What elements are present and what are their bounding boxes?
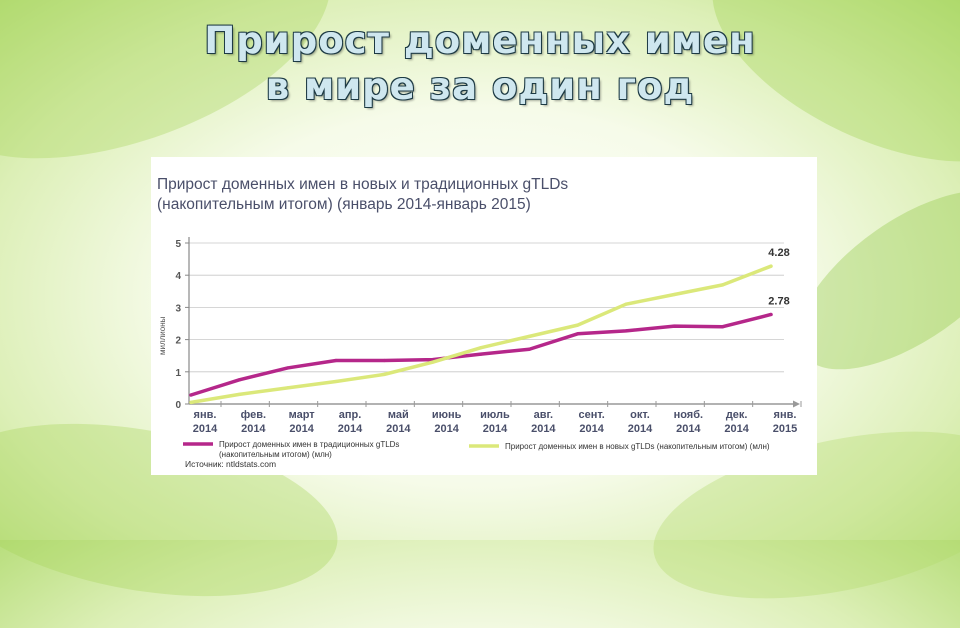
x-tick-label-month: дек. — [726, 409, 748, 421]
y-tick-label: 3 — [175, 303, 181, 314]
data-point — [237, 392, 241, 396]
x-tick-label-year: 2014 — [724, 423, 749, 435]
x-tick-label-month: июль — [480, 409, 510, 421]
x-tick-label-month: июнь — [432, 409, 462, 421]
data-point — [382, 372, 386, 376]
chart-source: Источник: ntldstats.com — [185, 459, 276, 469]
data-point — [479, 352, 483, 356]
data-point — [286, 386, 290, 390]
x-tick-label-month: сент. — [578, 409, 604, 421]
x-tick-label-year: 2014 — [241, 423, 266, 435]
data-point — [527, 347, 531, 351]
x-tick-label-month: янв. — [194, 409, 217, 421]
x-tick-label-year: 2015 — [773, 423, 797, 435]
data-point — [286, 366, 290, 370]
x-tick-label-year: 2014 — [483, 423, 508, 435]
x-tick-label-month: авг. — [534, 409, 553, 421]
legend-label: Прирост доменных имен в новых gTLDs (нак… — [505, 442, 770, 451]
data-point — [672, 324, 676, 328]
data-point — [479, 346, 483, 350]
y-tick-label: 4 — [175, 271, 181, 282]
data-point — [624, 302, 628, 306]
data-point — [334, 358, 338, 363]
x-axis-arrow — [793, 400, 800, 408]
x-tick-label-month: март — [289, 409, 316, 421]
data-point — [237, 378, 241, 382]
y-tick-label: 5 — [175, 239, 181, 250]
x-tick-label-year: 2014 — [676, 423, 701, 435]
data-point — [382, 358, 386, 363]
data-point — [334, 379, 338, 384]
x-tick-label-year: 2014 — [434, 423, 459, 435]
x-tick-label-month: фев. — [241, 409, 266, 421]
x-tick-label-year: 2014 — [289, 423, 314, 435]
data-point — [576, 332, 580, 336]
x-tick-label-year: 2014 — [531, 423, 556, 435]
data-point — [721, 325, 725, 329]
x-tick-label-month: апр. — [339, 409, 362, 421]
chart-title-line-2: (накопительным итогом) (январь 2014-янва… — [157, 196, 531, 213]
data-point — [527, 334, 531, 338]
x-tick-label-year: 2014 — [579, 423, 604, 435]
data-point — [721, 283, 725, 287]
data-point — [672, 292, 676, 297]
slide-title-line-1: Прирост доменных имен — [204, 19, 756, 62]
series-line-2 — [189, 264, 773, 405]
chart-title-line-1: Прирост доменных имен в новых и традицио… — [157, 176, 568, 193]
data-point — [769, 312, 773, 317]
y-tick-label: 0 — [175, 400, 181, 411]
data-point — [431, 360, 435, 364]
data-point — [189, 400, 193, 404]
y-tick-label: 2 — [175, 336, 181, 347]
x-tick-label-month: нояб. — [674, 409, 704, 421]
slide-title-line-2: в мире за один год — [265, 65, 695, 108]
x-tick-label-year: 2014 — [628, 423, 653, 435]
slide-title: Прирост доменных имен в мире за один год — [0, 18, 960, 110]
chart-panel: Прирост доменных имен в новых и традицио… — [151, 157, 817, 475]
x-tick-label-year: 2014 — [386, 423, 411, 435]
x-tick-label-month: янв. — [774, 409, 797, 421]
data-point — [624, 329, 628, 333]
data-point — [576, 323, 580, 327]
legend-label-line-2: (накопительным итогом) (млн) — [219, 450, 332, 459]
y-tick-label: 1 — [175, 368, 181, 379]
x-tick-label-month: май — [388, 409, 409, 421]
data-point — [189, 393, 193, 397]
legend-label: Прирост доменных имен в традиционных gTL… — [219, 440, 399, 449]
data-label: 4.28 — [768, 247, 789, 259]
y-axis-label: миллионы — [158, 316, 167, 355]
x-tick-label-year: 2014 — [193, 423, 218, 435]
data-label: 2.78 — [768, 295, 789, 307]
x-tick-label-month: окт. — [630, 409, 650, 421]
x-tick-label-year: 2014 — [338, 423, 363, 435]
line-chart: Прирост доменных имен в новых и традицио… — [157, 176, 802, 469]
data-point — [769, 264, 773, 268]
